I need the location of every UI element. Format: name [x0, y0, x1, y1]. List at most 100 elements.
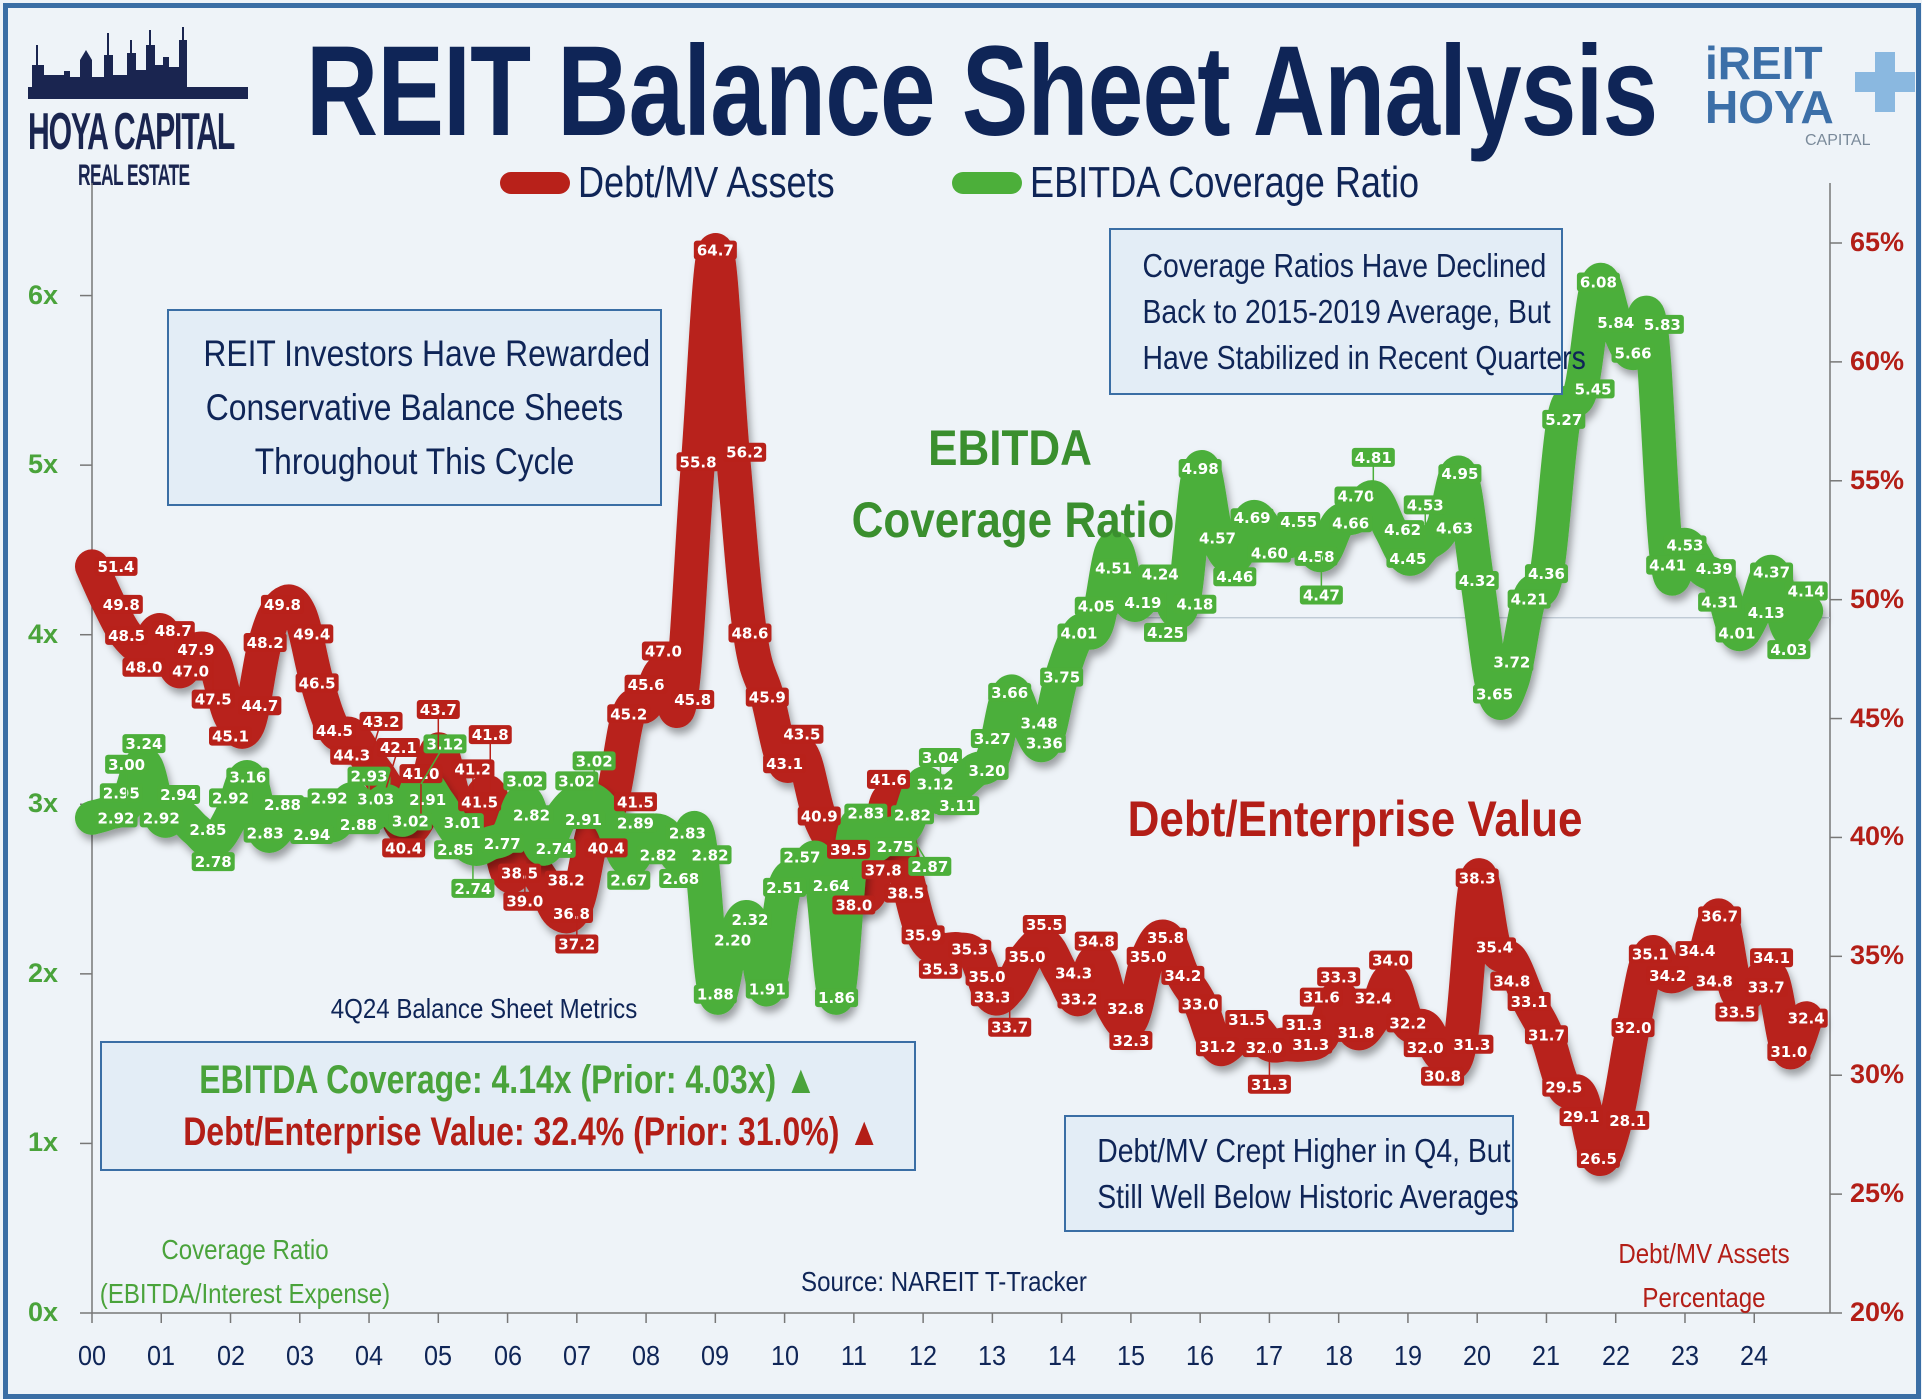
hoya-capital-logo: HOYA CAPITAL REAL ESTATE — [28, 25, 248, 195]
debt-data-label: 49.4 — [293, 625, 330, 643]
debt-data-label: 35.1 — [1632, 945, 1669, 963]
coverage-data-label: 2.20 — [714, 931, 751, 949]
debt-data-label: 48.7 — [155, 622, 192, 640]
coverage-point: 4.24 — [1138, 564, 1182, 584]
debt-point: 47.0 — [169, 661, 213, 681]
debt-data-label: 35.3 — [951, 941, 988, 959]
coverage-label-bg — [354, 789, 398, 809]
debt-data-label: 41.5 — [617, 793, 654, 811]
debt-data-label: 26.5 — [1580, 1150, 1617, 1168]
coverage-point: 3.02 — [388, 811, 432, 831]
coverage-label-bg — [1455, 570, 1499, 590]
debt-data-label: 28.1 — [1609, 1112, 1646, 1130]
debt-label-bg — [1144, 927, 1188, 947]
coverage-data-label: 5.45 — [1575, 380, 1612, 398]
coverage-data-label: 2.83 — [847, 805, 884, 823]
coverage-label-bg — [1213, 567, 1257, 587]
coverage-point: 3.20 — [965, 760, 1009, 780]
x-tick-label: 13 — [978, 1340, 1007, 1371]
coverage-data-label: 2.75 — [877, 838, 914, 856]
debt-point: 46.5 — [295, 673, 339, 693]
coverage-data-label: 2.92 — [97, 809, 134, 827]
coverage-data-label: 2.82 — [692, 846, 729, 864]
coverage-label-bg — [94, 808, 138, 828]
coverage-point: 4.19 — [1121, 592, 1165, 612]
x-tick-label: 16 — [1186, 1340, 1215, 1371]
coverage-point: 4.21 — [1507, 589, 1551, 609]
coverage-point: 4.13 — [1744, 603, 1788, 623]
coverage-data-label: 2.93 — [351, 768, 388, 786]
coverage-point: 2.88 — [260, 795, 304, 815]
debt-point: 32.4 — [1351, 988, 1395, 1008]
logo-hoya-text: HOYA — [1705, 81, 1834, 133]
coverage-point: 2.68 — [659, 869, 703, 889]
coverage-data-label: 4.53 — [1666, 536, 1703, 554]
coverage-label-bg — [532, 838, 576, 858]
debt-data-label: 29.1 — [1563, 1108, 1600, 1126]
coverage-point: 2.92 — [209, 788, 253, 808]
coverage-point: 2.82 — [890, 805, 934, 825]
debt-label-bg — [312, 720, 356, 740]
coverage-point: 2.82 — [510, 805, 554, 825]
coverage-label-bg — [1640, 314, 1684, 334]
coverage-point: 2.88 — [336, 815, 380, 835]
coverage-point: 3.00 — [105, 754, 149, 805]
coverage-label-bg — [1542, 409, 1586, 429]
debt-point: 51.4 — [94, 556, 138, 576]
debt-label-bg — [1005, 946, 1049, 966]
debt-label-bg — [723, 442, 767, 462]
x-tick-label: 02 — [216, 1340, 245, 1371]
debt-data-label: 36.7 — [1701, 907, 1738, 925]
coverage-label-bg — [1351, 447, 1395, 467]
coverage-point: 4.53 — [1663, 535, 1707, 555]
x-tick-label: 10 — [770, 1340, 799, 1371]
left-axis-note-line1: Coverage Ratio — [161, 1234, 329, 1265]
debt-data-label: 44.5 — [316, 722, 353, 740]
debt-point: 35.3 — [948, 939, 992, 959]
debt-data-label: 43.2 — [363, 713, 400, 731]
coverage-point: 2.85 — [434, 840, 478, 860]
debt-data-label: 34.1 — [1753, 949, 1790, 967]
debt-label-bg — [1104, 999, 1148, 1019]
coverage-point: 4.03 — [1767, 640, 1811, 660]
coverage-data-label: 2.91 — [565, 811, 602, 829]
coverage-data-label: 4.05 — [1078, 598, 1115, 616]
debt-label-bg — [1606, 1110, 1650, 1130]
coverage-data-label: 4.98 — [1182, 460, 1219, 478]
debt-point: 45.1 — [209, 726, 253, 746]
debt-data-label: 31.7 — [1528, 1026, 1565, 1044]
debt-data-label: 30.8 — [1424, 1068, 1461, 1086]
debt-point: 31.0 — [1767, 1041, 1811, 1061]
right-tick-label: 25% — [1850, 1178, 1905, 1209]
debt-label-bg — [1744, 977, 1788, 997]
left-tick-label: 1x — [28, 1127, 59, 1158]
debt-data-label: 35.3 — [922, 961, 959, 979]
debt-point: 35.3 — [918, 959, 962, 979]
annotation-line: Still Well Below Historic Averages — [1097, 1177, 1519, 1215]
coverage-data-label: 2.94 — [293, 826, 330, 844]
coverage-point: 5.27 — [1542, 409, 1586, 429]
coverage-data-label: 4.55 — [1280, 513, 1317, 531]
debt-data-label: 40.4 — [588, 839, 625, 857]
debt-data-label: 41.5 — [461, 793, 498, 811]
x-tick-label: 15 — [1116, 1340, 1145, 1371]
debt-data-label: 34.2 — [1649, 967, 1686, 985]
coverage-label-bg — [965, 760, 1009, 780]
coverage-data-label: 3.65 — [1476, 686, 1513, 704]
debt-point: 49.4 — [290, 624, 334, 644]
debt-data-label: 31.3 — [1251, 1076, 1288, 1094]
debt-data-label: 37.8 — [865, 861, 902, 879]
coverage-point: 3.75 — [1040, 667, 1084, 687]
left-tick-label: 5x — [28, 449, 59, 480]
debt-label-bg — [613, 792, 657, 812]
coverage-data-label: 2.92 — [143, 809, 180, 827]
debt-data-label: 31.3 — [1453, 1036, 1490, 1054]
debt-data-label: 34.3 — [1055, 964, 1092, 982]
debt-label-bg — [861, 860, 905, 880]
coverage-point: 2.92 — [307, 788, 351, 808]
debt-data-label: 31.5 — [1228, 1011, 1265, 1029]
coverage-point: 4.62 — [1381, 520, 1425, 540]
debt-label-bg — [1351, 988, 1395, 1008]
coverage-label-bg — [480, 833, 524, 853]
